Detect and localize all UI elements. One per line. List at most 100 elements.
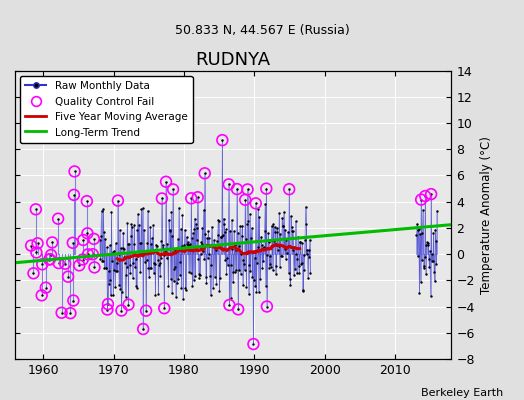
- Point: [183, 242, 192, 248]
- Point: [119, 230, 127, 236]
- Point: [418, 230, 427, 236]
- Point: [112, 240, 120, 246]
- Point: [296, 239, 304, 246]
- Point: [196, 272, 204, 279]
- Point: [182, 287, 190, 294]
- Point: [125, 241, 133, 248]
- Point: [236, 223, 244, 230]
- Point: [151, 261, 159, 268]
- Point: [293, 256, 302, 262]
- Point: [274, 229, 282, 236]
- Point: [113, 259, 121, 266]
- Point: [47, 252, 55, 258]
- Point: [184, 239, 192, 246]
- Point: [225, 302, 234, 308]
- Point: [422, 271, 430, 278]
- Point: [290, 244, 299, 250]
- Point: [106, 277, 115, 284]
- Point: [255, 214, 264, 220]
- Point: [202, 280, 211, 286]
- Point: [128, 275, 137, 281]
- Point: [262, 186, 270, 192]
- Point: [27, 242, 35, 249]
- Point: [427, 293, 435, 300]
- Point: [54, 216, 62, 222]
- Point: [34, 240, 42, 246]
- Point: [240, 261, 248, 268]
- Point: [302, 250, 311, 257]
- Point: [101, 236, 109, 242]
- Point: [212, 281, 221, 288]
- Point: [47, 252, 55, 258]
- Point: [420, 254, 429, 260]
- Point: [107, 292, 115, 298]
- Point: [266, 261, 275, 268]
- Point: [288, 228, 296, 235]
- Point: [114, 198, 122, 204]
- Point: [302, 221, 310, 228]
- Point: [97, 233, 105, 239]
- Point: [100, 265, 108, 271]
- Point: [130, 222, 138, 229]
- Point: [64, 274, 72, 280]
- Point: [46, 256, 54, 262]
- Point: [144, 265, 152, 272]
- Point: [153, 250, 161, 256]
- Point: [255, 289, 263, 295]
- Point: [128, 224, 136, 230]
- Point: [147, 265, 156, 272]
- Point: [243, 186, 252, 193]
- Point: [292, 270, 301, 276]
- Point: [248, 249, 257, 256]
- Point: [216, 233, 225, 240]
- Point: [286, 276, 294, 282]
- Point: [417, 196, 425, 203]
- Point: [221, 257, 230, 264]
- Point: [299, 287, 308, 293]
- Point: [163, 241, 171, 247]
- Point: [298, 239, 307, 246]
- Point: [205, 250, 214, 257]
- Point: [185, 242, 194, 249]
- Point: [285, 270, 293, 276]
- Point: [428, 251, 436, 257]
- Point: [285, 186, 293, 192]
- Point: [69, 240, 77, 246]
- Point: [243, 221, 251, 228]
- Point: [29, 270, 38, 276]
- Point: [225, 181, 233, 188]
- Point: [195, 274, 204, 281]
- Point: [414, 227, 422, 233]
- Point: [270, 223, 279, 230]
- Point: [220, 220, 228, 227]
- Point: [149, 270, 158, 276]
- Point: [222, 270, 231, 277]
- Point: [162, 178, 170, 185]
- Point: [69, 240, 77, 246]
- Point: [232, 246, 240, 253]
- Y-axis label: Temperature Anomaly (°C): Temperature Anomaly (°C): [481, 136, 493, 294]
- Point: [79, 237, 88, 243]
- Point: [247, 234, 255, 241]
- Point: [245, 262, 254, 268]
- Point: [102, 265, 111, 271]
- Point: [418, 256, 426, 263]
- Point: [187, 195, 195, 202]
- Point: [296, 239, 304, 246]
- Point: [218, 137, 226, 143]
- Point: [188, 283, 196, 290]
- Point: [230, 268, 238, 275]
- Point: [297, 261, 305, 267]
- Point: [203, 235, 211, 241]
- Point: [189, 277, 198, 284]
- Point: [212, 247, 220, 253]
- Point: [27, 242, 35, 249]
- Point: [258, 264, 266, 271]
- Point: [249, 341, 258, 347]
- Point: [193, 194, 202, 200]
- Point: [169, 186, 177, 193]
- Point: [108, 249, 117, 256]
- Point: [428, 258, 436, 264]
- Point: [38, 261, 47, 268]
- Point: [110, 248, 118, 254]
